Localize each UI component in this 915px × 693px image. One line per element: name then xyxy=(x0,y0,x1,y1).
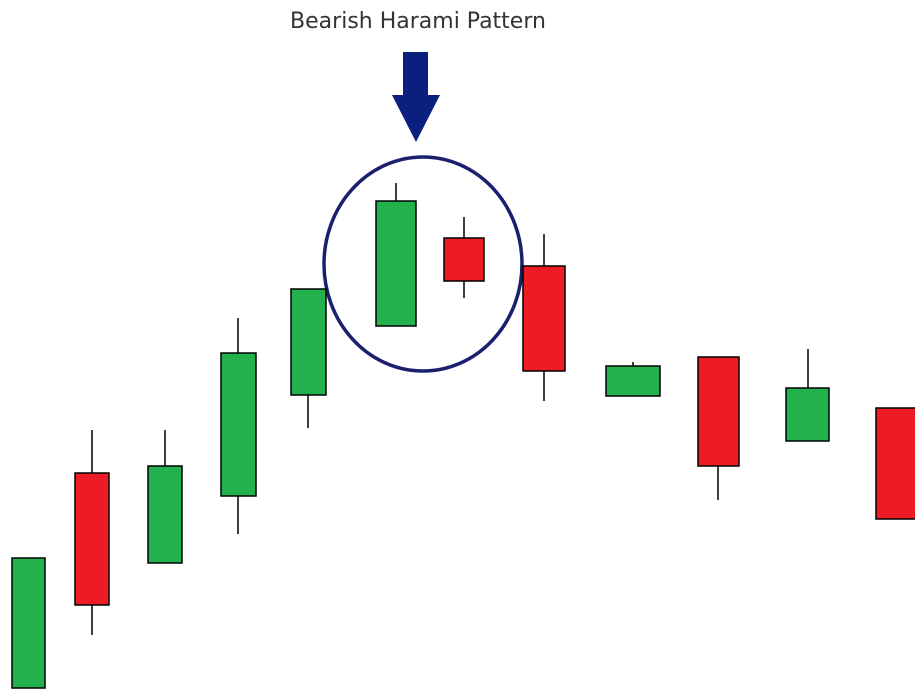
title: Bearish Harami Pattern xyxy=(290,9,546,34)
candles xyxy=(11,183,915,689)
arrow xyxy=(392,52,440,142)
highlight-circle xyxy=(322,155,524,373)
